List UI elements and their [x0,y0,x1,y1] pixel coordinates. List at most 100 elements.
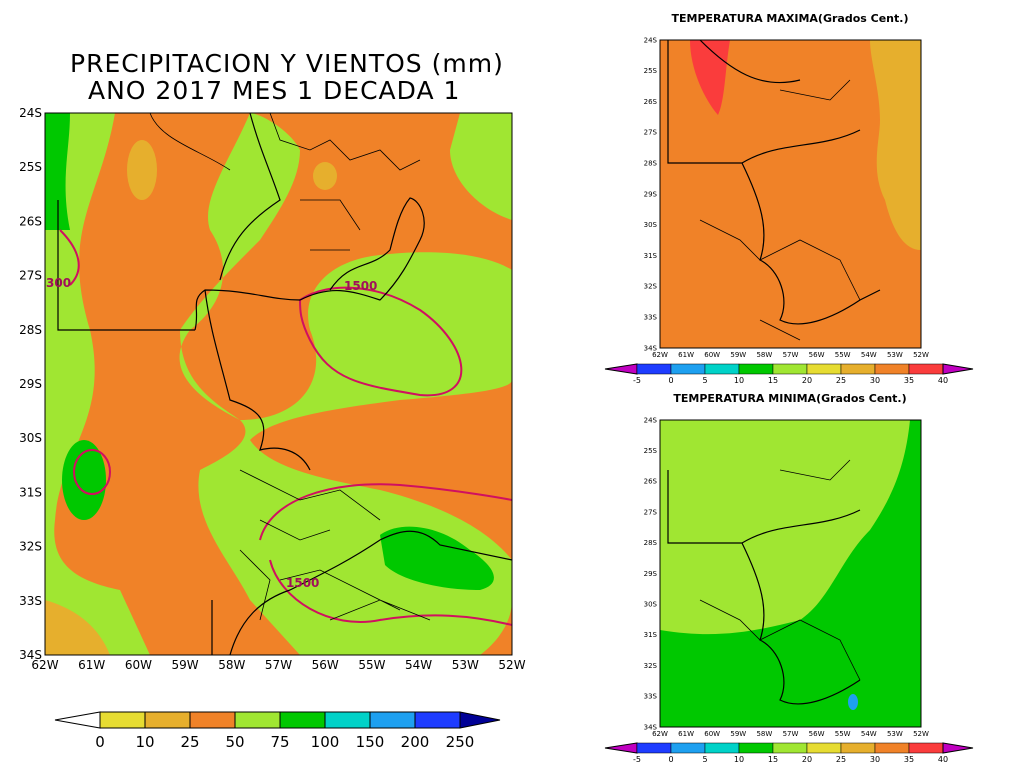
lat-label: 27S [644,508,658,516]
lat-label: 33S [19,594,42,608]
colorbar-cell [738,363,774,375]
lon-label: 58W [218,658,245,672]
lat-label: 33S [644,693,658,701]
lat-label: 24S [644,36,658,44]
colorbar-label: 0 [668,376,673,385]
lon-label: 52W [498,658,525,672]
colorbar-label: 10 [135,733,154,751]
colorbar-label: 40 [938,376,948,385]
lon-label: 55W [358,658,385,672]
lat-label: 25S [644,67,658,75]
map-title: PRECIPITACION Y VIENTOS (mm) [70,49,504,78]
colorbar-label: -5 [633,376,641,385]
lat-label: 32S [644,283,658,291]
colorbar-cell [840,742,876,754]
colorbar-cell [670,363,706,375]
colorbar-label: 30 [870,376,880,385]
colorbar-cell [738,742,774,754]
colorbar-label: 10 [734,755,744,764]
colorbar-label: 5 [702,376,707,385]
colorbar-cell [636,363,672,375]
lat-label: 29S [19,377,42,391]
colorbar-cell [806,742,842,754]
lon-label: 52W [913,730,929,738]
colorbar-cell [772,363,808,375]
lat-label: 31S [644,252,658,260]
lat-label: 28S [19,323,42,337]
lat-label: 29S [644,570,658,578]
colorbar-label: 20 [802,376,812,385]
lat-label: 28S [644,539,658,547]
lon-label: 53W [887,351,903,359]
lon-label: 58W [756,351,772,359]
map-frame [44,112,513,656]
colorbar-label: 25 [836,755,846,764]
lat-label: 26S [19,214,42,228]
lat-label: 29S [644,190,658,198]
lat-label: 31S [644,631,658,639]
panel-frame [659,419,922,728]
colorbar-label: 5 [702,755,707,764]
lon-label: 61W [678,351,694,359]
colorbar-cell [908,363,944,375]
lon-label: 54W [861,730,877,738]
tmax-map [660,40,921,348]
lon-label: 53W [887,730,903,738]
colorbar-label: 15 [768,376,778,385]
colorbar [54,711,501,729]
lon-label: 60W [704,730,720,738]
lon-label: 57W [783,351,799,359]
lat-label: 25S [644,447,658,455]
lat-label: 34S [644,723,658,731]
lon-label: 55W [835,730,851,738]
lat-label: 27S [644,129,658,137]
lon-label: 60W [704,351,720,359]
map-subtitle: ANO 2017 MES 1 DECADA 1 [88,76,460,105]
colorbar-label: 0 [95,733,105,751]
colorbar-label: 200 [401,733,430,751]
lat-label: 31S [19,485,42,499]
lat-label: 32S [19,540,42,554]
colorbar-label: 150 [356,733,385,751]
lat-label: 25S [19,160,42,174]
colorbar-cell [670,742,706,754]
lon-label: 54W [861,351,877,359]
lon-label: 57W [783,730,799,738]
colorbar-cell [636,742,672,754]
colorbar-label: 35 [904,755,914,764]
lon-label: 59W [730,730,746,738]
lon-label: 53W [452,658,479,672]
lon-label: 59W [172,658,199,672]
lon-label: 56W [809,730,825,738]
colorbar-label: 35 [904,376,914,385]
lat-label: 34S [19,648,42,662]
lon-label: 60W [125,658,152,672]
contour-label: 1500 [344,279,377,293]
colorbar-cell [704,742,740,754]
contour-label: 1500 [286,576,319,590]
colorbar-label: 15 [768,755,778,764]
lon-label: 57W [265,658,292,672]
colorbar-label: 75 [270,733,289,751]
lat-label: 34S [644,344,658,352]
lon-label: 55W [835,351,851,359]
lon-label: 56W [312,658,339,672]
colorbar-cell [874,363,910,375]
colorbar-cell [772,742,808,754]
lon-label: 58W [756,730,772,738]
lon-label: 54W [405,658,432,672]
panel-frame [659,39,922,349]
panel-title: TEMPERATURA MAXIMA(Grados Cent.) [672,12,909,25]
colorbar-cell [840,363,876,375]
lat-label: 26S [644,98,658,106]
precip-map [45,113,512,655]
lon-label: 52W [913,351,929,359]
colorbar-label: -5 [633,755,641,764]
lon-label: 61W [78,658,105,672]
colorbar-label: 30 [870,755,880,764]
lat-label: 24S [644,416,658,424]
lat-label: 24S [19,106,42,120]
colorbar-label: 50 [225,733,244,751]
lat-label: 27S [19,269,42,283]
